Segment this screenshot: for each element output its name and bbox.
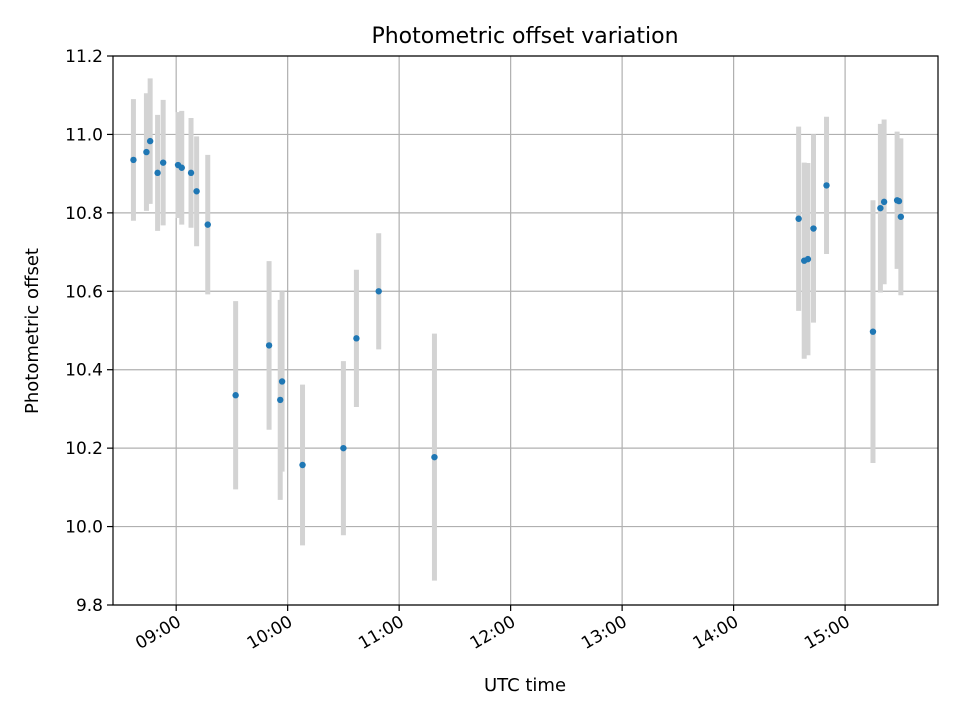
x-tick-label: 11:00 bbox=[355, 612, 407, 654]
data-point bbox=[431, 453, 438, 461]
x-tick-label: 14:00 bbox=[690, 612, 742, 654]
x-axis: 09:00 10:00 11:00 12:00 13:00 14:00 15:00 bbox=[132, 605, 854, 654]
data-point bbox=[130, 156, 137, 164]
data-point bbox=[877, 204, 884, 212]
y-tick-label: 11.2 bbox=[65, 47, 103, 67]
data-point bbox=[143, 148, 150, 156]
y-tick-label: 10.2 bbox=[65, 439, 103, 459]
data-point bbox=[265, 342, 273, 349]
plot-frame bbox=[112, 55, 939, 606]
data-point bbox=[187, 169, 195, 177]
data-point bbox=[146, 137, 154, 145]
y-axis-title: Photometric offset bbox=[22, 248, 43, 414]
data-point bbox=[353, 335, 360, 342]
x-tick-label: 15:00 bbox=[801, 612, 853, 654]
x-axis-title: UTC time bbox=[484, 675, 566, 696]
data-point bbox=[804, 255, 812, 263]
y-tick-label: 9.8 bbox=[76, 596, 103, 616]
data-point bbox=[159, 159, 167, 166]
y-axis: 9.8 10.0 10.2 10.4 10.6 10.8 11.0 11.2 bbox=[65, 47, 113, 616]
data-point bbox=[193, 188, 200, 195]
y-tick-label: 10.0 bbox=[65, 518, 103, 538]
data-point bbox=[375, 288, 382, 295]
y-tick-label: 10.4 bbox=[65, 361, 103, 381]
data-point bbox=[178, 164, 185, 171]
data-point bbox=[795, 215, 802, 222]
data-point bbox=[154, 169, 161, 177]
data-point bbox=[895, 197, 903, 205]
data-points bbox=[130, 137, 905, 469]
y-tick-label: 11.0 bbox=[65, 125, 103, 145]
data-point bbox=[277, 396, 284, 404]
x-tick-label: 10:00 bbox=[244, 612, 296, 654]
x-tick-label: 09:00 bbox=[132, 612, 184, 654]
data-point bbox=[232, 392, 239, 399]
data-point bbox=[897, 213, 905, 220]
data-point bbox=[880, 198, 888, 206]
data-point bbox=[278, 378, 286, 385]
data-point bbox=[299, 461, 306, 469]
data-point bbox=[869, 328, 877, 335]
y-tick-label: 10.6 bbox=[65, 282, 103, 302]
data-point bbox=[810, 225, 817, 232]
y-tick-label: 10.8 bbox=[65, 204, 103, 224]
x-tick-label: 13:00 bbox=[578, 612, 630, 654]
data-point bbox=[340, 444, 347, 452]
data-point bbox=[204, 221, 211, 228]
chart-title: Photometric offset variation bbox=[371, 24, 678, 49]
data-point bbox=[823, 182, 830, 189]
x-tick-label: 12:00 bbox=[467, 612, 519, 654]
